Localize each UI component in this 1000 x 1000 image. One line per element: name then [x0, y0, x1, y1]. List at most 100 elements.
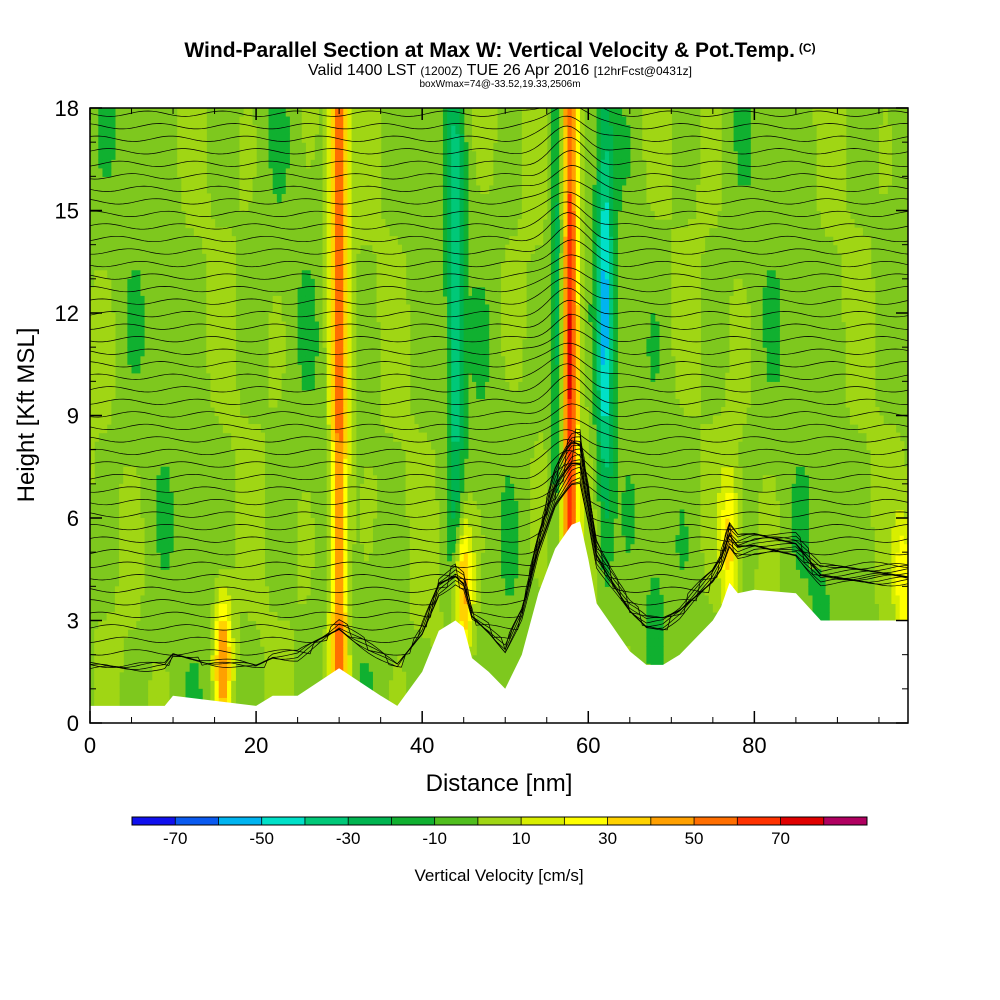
velocity-cell — [658, 201, 664, 212]
velocity-cell — [110, 150, 116, 160]
velocity-cell — [347, 236, 353, 246]
velocity-cell — [729, 424, 735, 434]
velocity-cell — [343, 492, 349, 502]
velocity-cell — [343, 518, 349, 528]
velocity-cell — [559, 201, 564, 212]
velocity-cell — [629, 518, 635, 528]
velocity-cell — [609, 441, 614, 451]
velocity-cell — [671, 330, 677, 340]
velocity-cell — [401, 364, 407, 374]
velocity-cell — [472, 620, 477, 630]
velocity-cell — [600, 133, 606, 143]
velocity-cell — [260, 466, 265, 476]
velocity-cell — [347, 654, 353, 664]
velocity-cell — [355, 176, 361, 186]
velocity-cell — [700, 201, 706, 212]
velocity-cell — [326, 108, 332, 118]
velocity-cell — [530, 244, 535, 254]
velocity-cell — [256, 475, 261, 485]
velocity-cell — [571, 142, 577, 152]
velocity-cell — [376, 210, 382, 220]
velocity-cell — [687, 364, 693, 374]
velocity-cell — [139, 304, 145, 314]
velocity-cell — [484, 355, 490, 365]
velocity-cell — [600, 321, 606, 331]
velocity-cell — [430, 620, 436, 630]
velocity-cell — [538, 458, 544, 468]
velocity-cell — [571, 492, 577, 502]
velocity-cell — [671, 304, 677, 314]
velocity-cell — [550, 458, 556, 468]
velocity-cell — [330, 560, 336, 570]
velocity-cell — [550, 176, 556, 186]
velocity-cell — [538, 509, 544, 519]
velocity-cell — [135, 569, 141, 579]
velocity-cell — [193, 671, 199, 681]
velocity-cell — [530, 176, 535, 186]
velocity-cell — [683, 313, 689, 323]
velocity-cell — [567, 193, 573, 203]
velocity-cell — [700, 159, 706, 169]
velocity-cell — [658, 620, 664, 630]
velocity-cell — [534, 518, 540, 528]
velocity-cell — [135, 347, 141, 357]
velocity-cell — [131, 270, 137, 280]
velocity-cell — [322, 150, 328, 160]
velocity-cell — [388, 313, 394, 323]
velocity-cell — [455, 295, 461, 306]
velocity-cell — [239, 184, 245, 195]
velocity-cell — [401, 398, 407, 408]
velocity-cell — [368, 475, 373, 485]
velocity-cell — [451, 364, 456, 374]
velocity-cell — [297, 535, 303, 545]
velocity-cell — [231, 364, 236, 374]
velocity-cell — [687, 355, 693, 365]
velocity-cell — [609, 518, 614, 528]
velocity-cell — [604, 295, 610, 306]
velocity-cell — [463, 253, 469, 263]
velocity-cell — [555, 278, 560, 288]
velocity-cell — [256, 483, 261, 493]
velocity-cell — [488, 133, 494, 143]
velocity-cell — [156, 518, 162, 528]
velocity-cell — [563, 219, 569, 229]
velocity-cell — [579, 509, 585, 519]
velocity-cell — [347, 483, 353, 493]
velocity-cell — [596, 236, 602, 246]
velocity-cell — [272, 142, 278, 152]
velocity-cell — [343, 372, 349, 382]
velocity-cell — [347, 270, 353, 280]
velocity-cell — [455, 261, 461, 271]
velocity-cell — [210, 236, 216, 246]
velocity-cell — [467, 535, 473, 545]
velocity-cell — [94, 432, 99, 442]
velocity-cell — [534, 475, 540, 485]
velocity-cell — [351, 475, 357, 485]
velocity-cell — [102, 159, 108, 169]
velocity-cell — [231, 236, 236, 246]
velocity-cell — [210, 620, 216, 630]
velocity-cell — [164, 688, 170, 698]
velocity-cell — [210, 287, 216, 297]
velocity-cell — [418, 586, 423, 596]
velocity-cell — [476, 295, 481, 306]
velocity-cell — [700, 133, 706, 143]
velocity-cell — [380, 355, 386, 365]
velocity-cell — [409, 458, 415, 468]
velocity-cell — [741, 406, 747, 417]
velocity-cell — [135, 500, 141, 511]
velocity-cell — [704, 560, 710, 570]
velocity-cell — [596, 475, 602, 485]
velocity-cell — [384, 287, 390, 297]
velocity-cell — [322, 313, 328, 323]
velocity-cell — [480, 125, 486, 135]
velocity-cell — [434, 569, 440, 579]
velocity-cell — [613, 253, 618, 263]
velocity-cell — [422, 543, 427, 553]
velocity-cell — [310, 313, 315, 323]
velocity-cell — [268, 321, 274, 331]
velocity-cell — [579, 125, 585, 135]
velocity-cell — [114, 637, 120, 647]
velocity-cell — [310, 108, 315, 118]
velocity-cell — [197, 108, 203, 118]
